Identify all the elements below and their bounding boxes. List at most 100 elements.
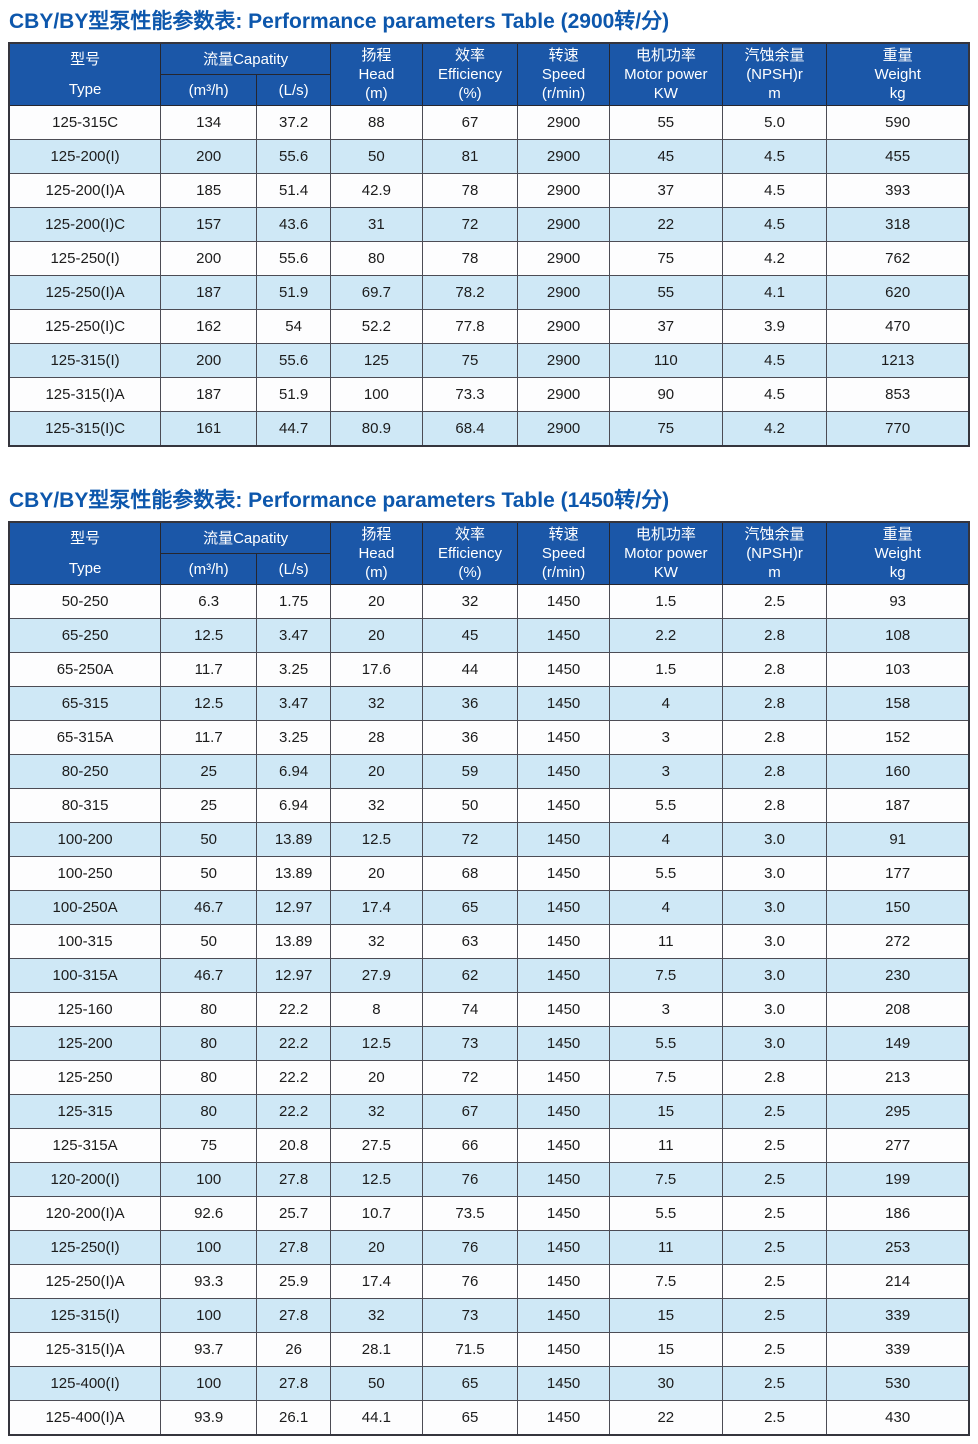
cell-head: 12.5 <box>330 1162 423 1197</box>
cell-type: 125-200(I)A <box>8 173 162 208</box>
cell-weight: 93 <box>826 584 970 619</box>
cell-efficiency: 73.5 <box>421 1196 519 1231</box>
table-row: 100-250A 46.7 12.97 17.4 65 1450 4 3.0 150 <box>8 890 970 925</box>
table-row: 125-400(I)A 93.9 26.1 44.1 65 1450 22 2.5 430 <box>8 1400 970 1436</box>
cell-npsh: 3.0 <box>721 890 828 925</box>
cell-npsh: 4.5 <box>721 139 828 174</box>
cell-type: 120-200(I)A <box>8 1196 162 1231</box>
cell-head: 27.9 <box>330 958 423 993</box>
table-row: 120-200(I)A 92.6 25.7 10.7 73.5 1450 5.5 2.5 186 <box>8 1196 970 1231</box>
cell-ls: 1.75 <box>256 584 332 619</box>
performance-table-2900: 型号 Type 流量Capatity 扬程 Head (m) 效率 Effici… <box>8 42 970 447</box>
cell-npsh: 3.0 <box>721 958 828 993</box>
cell-speed: 2900 <box>517 207 610 242</box>
cell-m3h: 187 <box>160 377 258 412</box>
cell-efficiency: 78 <box>421 173 519 208</box>
cell-m3h: 134 <box>160 105 258 140</box>
cell-efficiency: 67 <box>421 105 519 140</box>
cell-weight: 149 <box>826 1026 970 1061</box>
cell-head: 80.9 <box>330 411 423 447</box>
cell-npsh: 3.0 <box>721 1026 828 1061</box>
cell-type: 125-250(I)A <box>8 275 162 310</box>
cell-npsh: 3.0 <box>721 856 828 891</box>
cell-motor-power: 1.5 <box>608 584 723 619</box>
cell-speed: 1450 <box>517 1366 610 1401</box>
cell-head: 17.6 <box>330 652 423 687</box>
cell-speed: 2900 <box>517 343 610 378</box>
cell-weight: 199 <box>826 1162 970 1197</box>
cell-head: 28 <box>330 720 423 755</box>
cell-type: 100-200 <box>8 822 162 857</box>
cell-ls: 55.6 <box>256 139 332 174</box>
cell-motor-power: 3 <box>608 720 723 755</box>
cell-head: 20 <box>330 1230 423 1265</box>
cell-ls: 55.6 <box>256 343 332 378</box>
cell-npsh: 4.5 <box>721 343 828 378</box>
cell-type: 50-250 <box>8 584 162 619</box>
cell-motor-power: 4 <box>608 822 723 857</box>
cell-efficiency: 59 <box>421 754 519 789</box>
cell-npsh: 2.5 <box>721 1366 828 1401</box>
cell-motor-power: 7.5 <box>608 1060 723 1095</box>
table-row: 125-200(I) 200 55.6 50 81 2900 45 4.5 455 <box>8 139 970 174</box>
cell-motor-power: 2.2 <box>608 618 723 653</box>
cell-speed: 2900 <box>517 105 610 140</box>
cell-m3h: 46.7 <box>160 890 258 925</box>
cell-type: 125-315(I)C <box>8 411 162 447</box>
table-row: 65-250A 11.7 3.25 17.6 44 1450 1.5 2.8 103 <box>8 652 970 687</box>
cell-speed: 2900 <box>517 411 610 447</box>
cell-m3h: 200 <box>160 241 258 276</box>
cell-m3h: 100 <box>160 1298 258 1333</box>
table-row: 100-315A 46.7 12.97 27.9 62 1450 7.5 3.0 230 <box>8 958 970 993</box>
cell-efficiency: 73 <box>421 1026 519 1061</box>
table-row: 100-315 50 13.89 32 63 1450 11 3.0 272 <box>8 924 970 959</box>
cell-head: 10.7 <box>330 1196 423 1231</box>
cell-speed: 1450 <box>517 788 610 823</box>
table-row: 125-250(I)C 162 54 52.2 77.8 2900 37 3.9 470 <box>8 309 970 344</box>
cell-weight: 1213 <box>826 343 970 378</box>
table-row: 125-250(I)A 187 51.9 69.7 78.2 2900 55 4.1 620 <box>8 275 970 310</box>
table-body: 50-250 6.3 1.75 20 32 1450 1.5 2.5 93 65-250 12.5 3… <box>8 584 970 1436</box>
cell-weight: 177 <box>826 856 970 891</box>
cell-type: 125-315C <box>8 105 162 140</box>
cell-ls: 13.89 <box>256 924 332 959</box>
cell-m3h: 80 <box>160 1060 258 1095</box>
table-row: 125-315(I) 200 55.6 125 75 2900 110 4.5 1213 <box>8 343 970 378</box>
header-capacity-ls: (L/s) <box>256 74 332 106</box>
cell-head: 12.5 <box>330 822 423 857</box>
cell-m3h: 157 <box>160 207 258 242</box>
cell-motor-power: 15 <box>608 1298 723 1333</box>
table-row: 125-200(I)A 185 51.4 42.9 78 2900 37 4.5 393 <box>8 173 970 208</box>
table-row: 125-315A 75 20.8 27.5 66 1450 11 2.5 277 <box>8 1128 970 1163</box>
cell-efficiency: 45 <box>421 618 519 653</box>
header-capacity-ls: (L/s) <box>256 553 332 585</box>
cell-type: 125-315 <box>8 1094 162 1129</box>
cell-m3h: 50 <box>160 856 258 891</box>
table-row: 125-315(I)A 93.7 26 28.1 71.5 1450 15 2.5 339 <box>8 1332 970 1367</box>
cell-efficiency: 72 <box>421 1060 519 1095</box>
cell-speed: 1450 <box>517 652 610 687</box>
cell-m3h: 200 <box>160 139 258 174</box>
cell-head: 125 <box>330 343 423 378</box>
cell-speed: 1450 <box>517 720 610 755</box>
cell-ls: 3.47 <box>256 618 332 653</box>
cell-npsh: 4.1 <box>721 275 828 310</box>
cell-weight: 214 <box>826 1264 970 1299</box>
cell-m3h: 162 <box>160 309 258 344</box>
cell-head: 28.1 <box>330 1332 423 1367</box>
table-row: 125-200 80 22.2 12.5 73 1450 5.5 3.0 149 <box>8 1026 970 1061</box>
cell-motor-power: 11 <box>608 1230 723 1265</box>
header-npsh: 汽蚀余量 (NPSH)r m <box>721 521 828 585</box>
table-row: 125-200(I)C 157 43.6 31 72 2900 22 4.5 318 <box>8 207 970 242</box>
cell-weight: 318 <box>826 207 970 242</box>
cell-weight: 91 <box>826 822 970 857</box>
cell-npsh: 2.5 <box>721 584 828 619</box>
cell-m3h: 93.9 <box>160 1400 258 1436</box>
cell-head: 44.1 <box>330 1400 423 1436</box>
section-1450rpm: CBY/BY型泵性能参数表: Performance parameters Ta… <box>0 447 978 1436</box>
header-efficiency: 效率 Efficiency (%) <box>421 521 519 585</box>
cell-speed: 2900 <box>517 309 610 344</box>
cell-efficiency: 50 <box>421 788 519 823</box>
cell-weight: 620 <box>826 275 970 310</box>
table-row: 125-400(I) 100 27.8 50 65 1450 30 2.5 530 <box>8 1366 970 1401</box>
